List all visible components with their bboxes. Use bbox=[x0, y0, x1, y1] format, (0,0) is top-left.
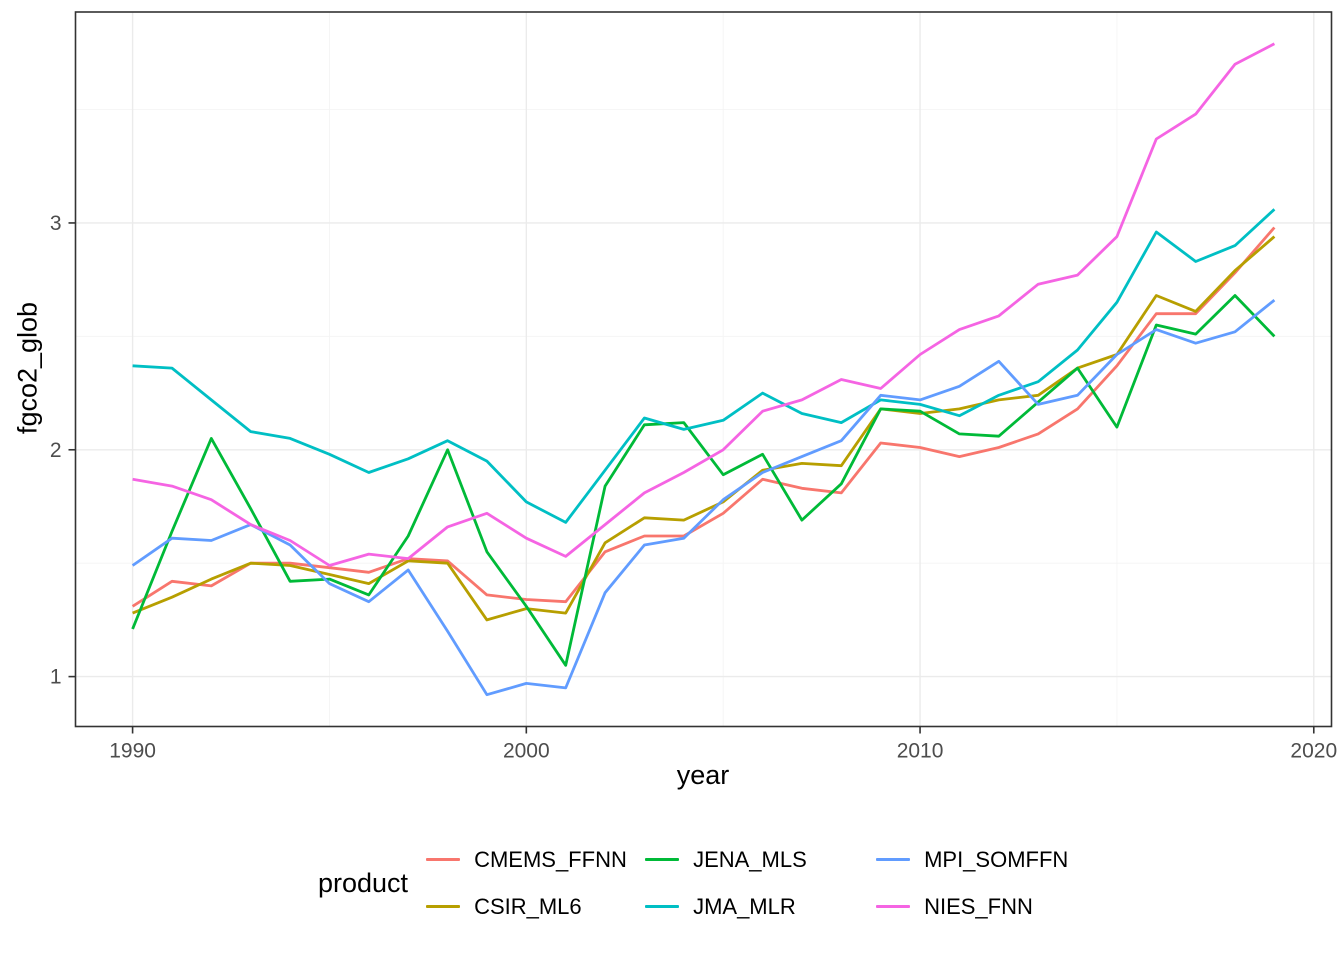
legend-label: MPI_SOMFFN bbox=[924, 846, 1069, 872]
y-axis-title: fgco2_glob bbox=[12, 301, 43, 435]
legend: product CMEMS_FFNN CSIR_ML6 JENA_MLS JMA… bbox=[318, 836, 1068, 930]
legend-swatch-line bbox=[876, 858, 911, 861]
legend-grid: CMEMS_FFNN CSIR_ML6 JENA_MLS JMA_MLR MPI… bbox=[426, 836, 1068, 930]
x-tick-label: 1990 bbox=[109, 740, 156, 763]
panel-background bbox=[75, 12, 1332, 727]
legend-label: CMEMS_FFNN bbox=[474, 846, 627, 872]
legend-item-nies-fnn: NIES_FNN bbox=[876, 894, 1068, 920]
legend-swatch-line bbox=[645, 905, 680, 908]
legend-item-cmems-ffnn: CMEMS_FFNN bbox=[426, 847, 645, 873]
series-line-JMA_MLR bbox=[132, 208, 1276, 524]
series-line-MPI_SOMFFN bbox=[131, 299, 1276, 697]
legend-label: NIES_FNN bbox=[924, 893, 1033, 919]
legend-item-csir-ml6: CSIR_ML6 bbox=[426, 894, 645, 920]
legend-swatch-line bbox=[426, 858, 461, 861]
series-line-JENA_MLS bbox=[131, 294, 1276, 667]
legend-swatch-line bbox=[426, 905, 461, 908]
legend-item-mpi-somffn: MPI_SOMFFN bbox=[876, 847, 1068, 873]
legend-label: JMA_MLR bbox=[693, 893, 796, 919]
legend-item-jma-mlr: JMA_MLR bbox=[645, 894, 876, 920]
y-tick-label: 3 bbox=[50, 212, 62, 235]
x-tick-label: 2010 bbox=[897, 740, 944, 763]
series-line-CMEMS_FFNN bbox=[131, 226, 1276, 608]
legend-title: product bbox=[318, 867, 409, 898]
x-tick-label: 2020 bbox=[1290, 740, 1337, 763]
y-tick-label: 1 bbox=[50, 666, 62, 689]
x-tick-label: 2000 bbox=[503, 740, 550, 763]
legend-label: CSIR_ML6 bbox=[474, 893, 582, 919]
plot-svg: 1990 2000 2010 2020 1 2 3 bbox=[50, 11, 1337, 763]
legend-label: JENA_MLS bbox=[693, 846, 807, 872]
x-axis-title: year bbox=[676, 760, 730, 790]
legend-swatch-line bbox=[876, 905, 911, 908]
legend-swatch-line bbox=[645, 858, 680, 861]
panel-border bbox=[74, 11, 1333, 728]
series-line-NIES_FNN bbox=[132, 42, 1276, 567]
legend-item-jena-mls: JENA_MLS bbox=[645, 847, 876, 873]
series-line-CSIR_ML6 bbox=[132, 235, 1276, 622]
y-tick-label: 2 bbox=[50, 439, 62, 462]
